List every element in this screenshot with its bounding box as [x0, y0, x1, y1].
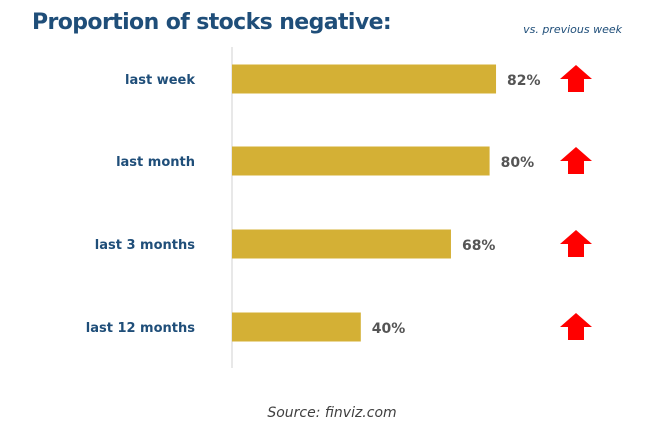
chart-title: Proportion of stocks negative: [32, 10, 392, 35]
bar [232, 64, 497, 94]
arrow-up-icon [560, 313, 592, 340]
bar [232, 229, 451, 259]
value-label: 40% [372, 321, 406, 337]
arrow-up-icon [560, 147, 592, 174]
category-label: last week [125, 73, 195, 88]
value-label: 68% [462, 238, 496, 254]
bar [232, 146, 490, 176]
comparison-note: vs. previous week [523, 23, 622, 36]
value-label: 82% [507, 73, 541, 89]
arrow-up-icon [560, 230, 592, 257]
category-label: last 3 months [95, 238, 195, 253]
arrow-up-icon [560, 65, 592, 92]
category-label: last 12 months [86, 321, 196, 336]
bar [232, 312, 361, 342]
source-note: Source: finviz.com [267, 405, 397, 421]
value-label: 80% [501, 155, 535, 171]
category-label: last month [116, 155, 195, 170]
